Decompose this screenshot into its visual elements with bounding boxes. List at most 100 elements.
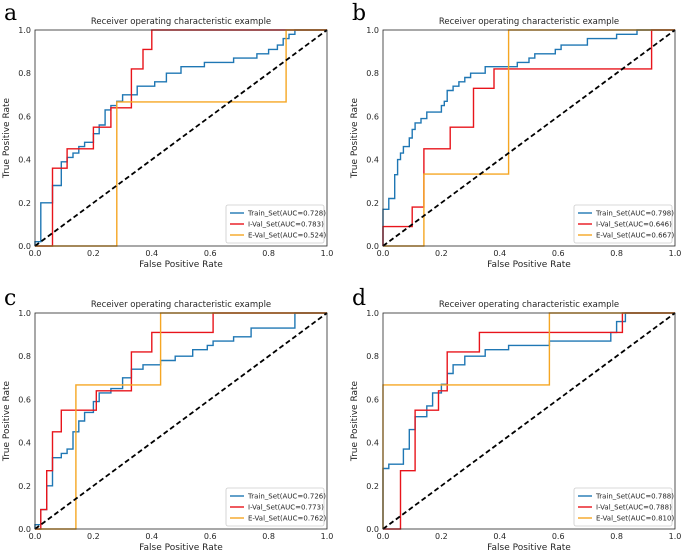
y-tick-label: 0.2 xyxy=(18,199,31,208)
plot-frame xyxy=(382,29,676,247)
y-tick-label: 0.6 xyxy=(366,395,379,404)
x-axis-label: False Positive Rate xyxy=(487,260,571,270)
roc-panel-c: c Receiver operating characteristic examp… xyxy=(2,286,333,553)
x-tick-label: 0.0 xyxy=(377,249,390,258)
roc-panel-a: a Receiver operating characteristic examp… xyxy=(2,1,333,270)
legend: Train_Set(AUC=0.728) I-Val_Set(AUC=0.783)… xyxy=(225,204,326,244)
chance-diagonal xyxy=(34,312,328,530)
legend-entry: Train_Set(AUC=0.726) xyxy=(247,493,326,501)
x-tick-label: 0.2 xyxy=(87,249,100,258)
roc-curve-i-val xyxy=(35,29,327,247)
x-tick-label: 0.8 xyxy=(262,532,275,541)
y-tick-label: 0.2 xyxy=(366,199,379,208)
x-tick-label: 0.0 xyxy=(29,532,42,541)
x-tick-label: 0.0 xyxy=(377,532,390,541)
legend-entry: E-Val_Set(AUC=0.762) xyxy=(248,515,326,523)
y-tick-label: 1.0 xyxy=(366,309,379,318)
y-tick-label: 0.8 xyxy=(18,352,31,361)
legend: Train_Set(AUC=0.726) I-Val_Set(AUC=0.773)… xyxy=(225,487,326,527)
x-tick-label: 0.4 xyxy=(145,249,158,258)
roc-curve-i-val xyxy=(383,312,675,530)
panel-letter: c xyxy=(4,286,16,311)
y-tick-label: 0.6 xyxy=(366,112,379,121)
x-tick-label: 0.6 xyxy=(204,249,217,258)
x-tick-label: 0.8 xyxy=(610,532,623,541)
x-tick-label: 1.0 xyxy=(669,532,682,541)
plot-frame xyxy=(34,29,328,247)
x-tick-label: 0.4 xyxy=(493,249,506,258)
chart-title: Receiver operating characteristic exampl… xyxy=(439,300,619,310)
legend-entry: I-Val_Set(AUC=0.783) xyxy=(248,221,324,229)
panel-letter: b xyxy=(352,1,366,26)
x-tick-label: 0.8 xyxy=(262,249,275,258)
legend-entry: E-Val_Set(AUC=0.667) xyxy=(596,232,674,240)
x-tick-label: 0.4 xyxy=(493,532,506,541)
legend-box xyxy=(225,487,325,527)
legend-box xyxy=(225,204,325,244)
plot-frame xyxy=(34,312,328,530)
y-tick-label: 1.0 xyxy=(18,26,31,35)
legend-entry: Train_Set(AUC=0.788) xyxy=(595,493,674,501)
chance-diagonal xyxy=(382,312,676,530)
y-tick-label: 0.0 xyxy=(18,525,31,534)
y-tick-label: 0.8 xyxy=(366,352,379,361)
roc-panel-d: d Receiver operating characteristic examp… xyxy=(350,286,681,553)
x-tick-label: 0.6 xyxy=(204,532,217,541)
y-tick-label: 1.0 xyxy=(366,26,379,35)
y-tick-label: 0.6 xyxy=(18,112,31,121)
chart-title: Receiver operating characteristic exampl… xyxy=(91,300,271,310)
x-axis-label: False Positive Rate xyxy=(139,543,223,553)
legend-entry: I-Val_Set(AUC=0.788) xyxy=(596,504,672,512)
legend-entry: Train_Set(AUC=0.798) xyxy=(595,210,674,218)
y-tick-label: 0.8 xyxy=(366,69,379,78)
x-axis-label: False Positive Rate xyxy=(487,543,571,553)
legend-entry: E-Val_Set(AUC=0.810) xyxy=(596,515,674,523)
x-tick-label: 1.0 xyxy=(321,532,334,541)
x-tick-label: 0.4 xyxy=(145,532,158,541)
y-tick-label: 0.0 xyxy=(366,525,379,534)
y-axis-label: True Positive Rate xyxy=(350,380,360,462)
legend-box xyxy=(573,204,673,244)
x-tick-label: 0.2 xyxy=(435,249,448,258)
roc-curve-train xyxy=(34,312,327,529)
x-tick-label: 0.2 xyxy=(87,532,100,541)
y-tick-label: 0.6 xyxy=(18,395,31,404)
panel-letter: d xyxy=(352,286,366,311)
y-tick-label: 0.4 xyxy=(366,439,379,448)
roc-panel-b: b Receiver operating characteristic examp… xyxy=(350,1,681,270)
y-tick-label: 0.4 xyxy=(18,156,31,165)
roc-curve-i-val xyxy=(382,29,675,246)
x-tick-label: 1.0 xyxy=(669,249,682,258)
chance-diagonal xyxy=(34,29,328,247)
legend: Train_Set(AUC=0.788) I-Val_Set(AUC=0.788)… xyxy=(573,487,674,527)
y-tick-label: 0.4 xyxy=(366,156,379,165)
legend-entry: E-Val_Set(AUC=0.524) xyxy=(248,232,326,240)
chart-title: Receiver operating characteristic exampl… xyxy=(91,17,271,27)
x-tick-label: 0.8 xyxy=(610,249,623,258)
legend-box xyxy=(573,487,673,527)
y-axis-label: True Positive Rate xyxy=(350,97,360,179)
legend-entry: Train_Set(AUC=0.728) xyxy=(247,210,326,218)
y-tick-label: 0.0 xyxy=(366,242,379,251)
y-tick-label: 0.2 xyxy=(18,482,31,491)
legend-entry: I-Val_Set(AUC=0.773) xyxy=(248,504,324,512)
y-axis-label: True Positive Rate xyxy=(2,380,12,462)
x-tick-label: 0.2 xyxy=(435,532,448,541)
legend: Train_Set(AUC=0.798) I-Val_Set(AUC=0.646)… xyxy=(573,204,674,244)
x-tick-label: 0.6 xyxy=(552,249,565,258)
chart-title: Receiver operating characteristic exampl… xyxy=(439,17,619,27)
x-tick-label: 1.0 xyxy=(321,249,334,258)
x-tick-label: 0.6 xyxy=(552,532,565,541)
x-tick-label: 0.0 xyxy=(29,249,42,258)
chance-diagonal xyxy=(382,29,676,247)
legend-entry: I-Val_Set(AUC=0.646) xyxy=(596,221,672,229)
plot-frame xyxy=(382,312,676,530)
roc-curve-i-val xyxy=(35,312,327,530)
roc-curve-train xyxy=(382,29,675,246)
x-axis-label: False Positive Rate xyxy=(139,260,223,270)
y-axis-label: True Positive Rate xyxy=(2,97,12,179)
y-tick-label: 1.0 xyxy=(18,309,31,318)
y-tick-label: 0.2 xyxy=(366,482,379,491)
panel-letter: a xyxy=(4,1,17,26)
